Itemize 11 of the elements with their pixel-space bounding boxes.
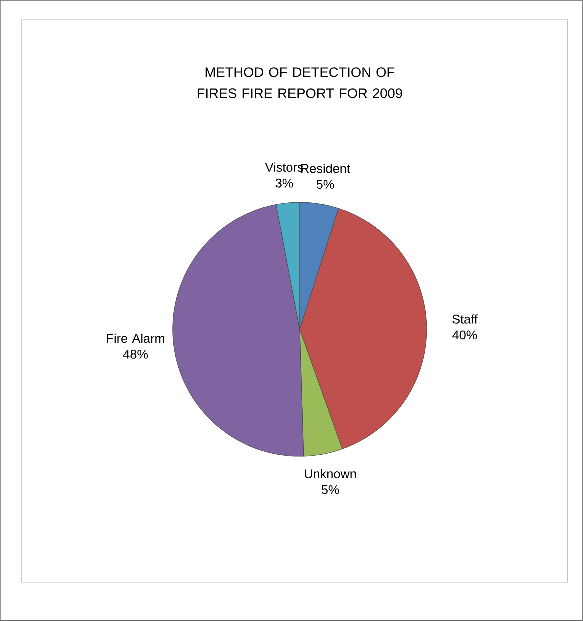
slice-label: Unknown (305, 469, 356, 479)
slice-label: Vistors (265, 162, 304, 172)
chart-title: METHOD OF DETECTION OF FIRES FIRE REPORT FOR 2009 (198, 68, 402, 98)
data-label: 40% (452, 330, 478, 340)
slice-label: Resident (302, 164, 350, 174)
data-label: 5% (316, 180, 334, 190)
slice-label: Fire Alarm (107, 334, 165, 344)
data-label: 5% (322, 485, 340, 494)
slice-label: Staff (452, 314, 478, 324)
data-label: 48% (123, 350, 148, 359)
data-label: 3% (276, 178, 294, 188)
